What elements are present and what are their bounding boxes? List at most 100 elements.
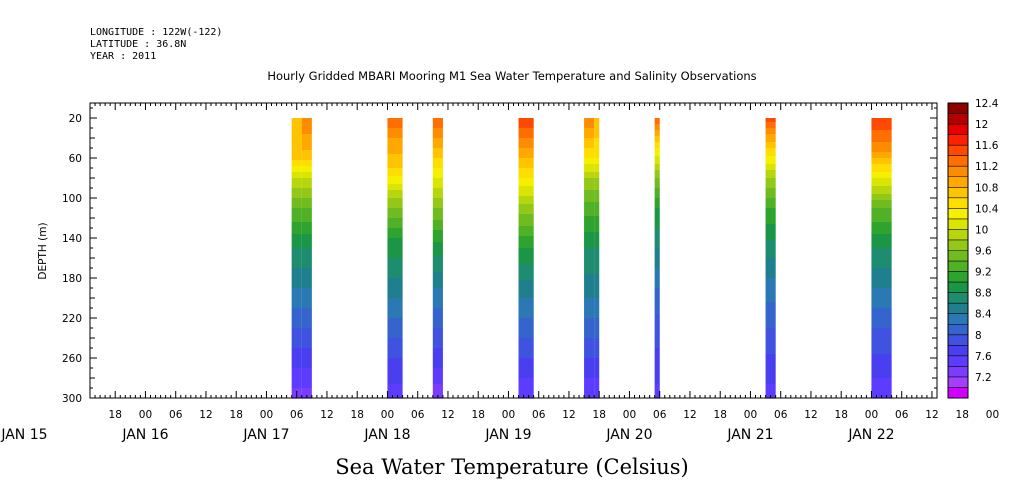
data-cell — [301, 346, 312, 349]
data-cell — [594, 340, 600, 343]
x-tick-label: 18 — [956, 409, 969, 421]
data-cell — [432, 324, 443, 327]
data-cell — [654, 322, 660, 325]
data-cell — [871, 266, 892, 269]
data-cell — [765, 210, 776, 213]
data-cell — [765, 324, 776, 327]
data-cell — [432, 152, 443, 155]
data-cell — [871, 338, 892, 341]
data-cell — [387, 204, 403, 207]
data-cell — [765, 318, 776, 321]
data-cell — [765, 140, 776, 143]
data-cell — [301, 354, 312, 357]
data-cell — [594, 354, 600, 357]
data-cell — [594, 310, 600, 313]
data-cell — [301, 240, 312, 243]
data-cell — [432, 354, 443, 357]
x-tick-label: 18 — [230, 409, 243, 421]
data-cell — [594, 372, 600, 375]
data-cell — [518, 212, 534, 215]
x-tick-label: 18 — [472, 409, 485, 421]
data-cell — [594, 380, 600, 383]
x-tick-label: 18 — [835, 409, 848, 421]
data-cell — [301, 164, 312, 167]
data-cell — [518, 188, 534, 191]
data-cell — [518, 222, 534, 225]
data-cell — [432, 182, 443, 185]
x-tick-label: 18 — [351, 409, 364, 421]
data-cell — [654, 234, 660, 237]
data-cell — [584, 286, 595, 289]
data-cell — [518, 198, 534, 201]
data-cell — [432, 380, 443, 383]
data-cell — [301, 178, 312, 181]
data-cell — [432, 196, 443, 199]
data-cell — [594, 140, 600, 143]
data-cell — [432, 224, 443, 227]
data-cell — [654, 156, 660, 159]
data-cell — [518, 374, 534, 377]
data-cell — [654, 176, 660, 179]
data-cell — [301, 252, 312, 255]
data-cell — [594, 238, 600, 241]
data-cell — [584, 204, 595, 207]
data-cell — [594, 178, 600, 181]
data-cell — [301, 202, 312, 205]
data-cell — [518, 318, 534, 321]
data-cell — [765, 202, 776, 205]
data-cell — [584, 324, 595, 327]
data-column — [871, 118, 892, 399]
data-cell — [301, 360, 312, 363]
data-cell — [432, 338, 443, 341]
data-cell — [301, 216, 312, 219]
data-cell — [594, 270, 600, 273]
data-cell — [387, 390, 403, 393]
data-cell — [291, 298, 302, 301]
data-cell — [518, 336, 534, 339]
data-cell — [654, 194, 660, 197]
data-cell — [871, 126, 892, 129]
data-cell — [765, 124, 776, 127]
data-cell — [654, 144, 660, 147]
data-cell — [301, 294, 312, 297]
data-cell — [387, 382, 403, 385]
colorbar: 12.4 12 11.6 11.2 10.8 10.4 10 9.6 9.2 8.8 8.4 8 7.6… — [947, 98, 999, 399]
data-cell — [291, 204, 302, 207]
data-cell — [871, 268, 892, 271]
data-cell — [594, 130, 600, 133]
data-cell — [871, 302, 892, 305]
data-cell — [765, 362, 776, 365]
data-cell — [291, 180, 302, 183]
data-cell — [387, 348, 403, 351]
data-cell — [584, 138, 595, 141]
day-label: JAN 15 — [0, 427, 47, 443]
data-cell — [584, 122, 595, 125]
data-cell — [594, 366, 600, 369]
colorbar-swatch — [948, 345, 968, 357]
data-cell — [594, 384, 600, 387]
data-cell — [654, 160, 660, 163]
data-cell — [291, 126, 302, 129]
data-cell — [654, 334, 660, 337]
data-cell — [584, 272, 595, 275]
data-cell — [291, 238, 302, 241]
data-cell — [291, 362, 302, 365]
data-cell — [584, 232, 595, 235]
data-cell — [432, 382, 443, 385]
data-cell — [594, 200, 600, 203]
colorbar-swatch — [948, 282, 968, 293]
day-label: JAN 20 — [605, 427, 652, 443]
data-cell — [654, 360, 660, 363]
data-cell — [594, 164, 600, 167]
data-cell — [765, 260, 776, 263]
data-cell — [432, 326, 443, 329]
data-cell — [301, 292, 312, 295]
data-cell — [291, 224, 302, 227]
data-cell — [518, 230, 534, 233]
data-cell — [301, 320, 312, 323]
data-cell — [301, 124, 312, 127]
data-cell — [654, 330, 660, 333]
data-cell — [291, 302, 302, 305]
data-cell — [765, 128, 776, 131]
data-cell — [432, 184, 443, 187]
